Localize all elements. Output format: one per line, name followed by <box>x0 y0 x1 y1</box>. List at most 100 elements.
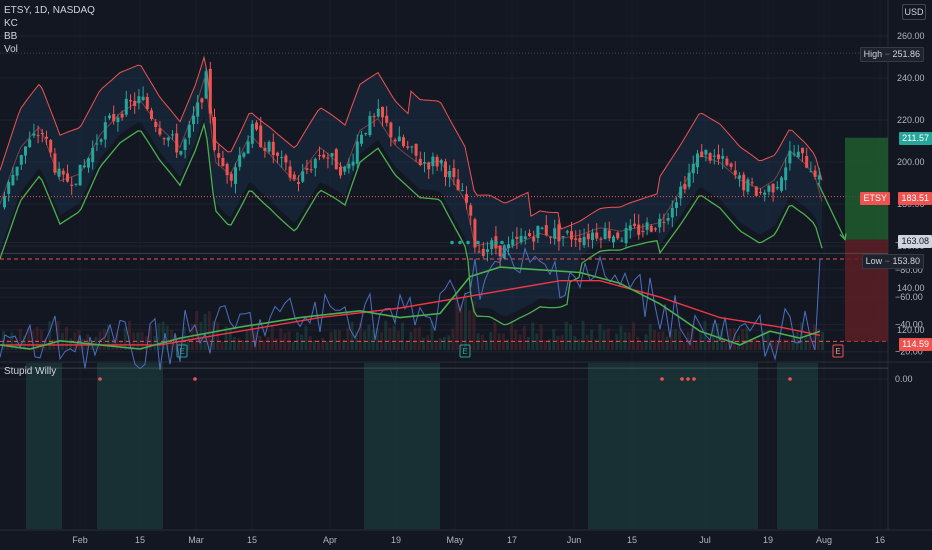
candle-body <box>11 174 15 186</box>
earnings-marker-box <box>176 344 188 358</box>
volume-bar <box>447 335 451 350</box>
candle-body <box>599 238 603 240</box>
symbol-title[interactable]: ETSY, 1D, NASDAQ <box>4 5 95 16</box>
candle-body <box>477 251 481 253</box>
candle-body <box>696 153 699 168</box>
volume-bar <box>795 331 799 350</box>
candle-body <box>246 141 250 154</box>
volume-bar <box>182 326 186 350</box>
candle-body <box>439 160 443 164</box>
candle-body <box>528 233 531 237</box>
volume-bar <box>308 336 312 350</box>
candle-body <box>372 116 376 118</box>
volume-bar <box>455 293 459 350</box>
oversold-dot <box>466 240 470 245</box>
candle-body <box>704 149 708 155</box>
candle-body <box>691 163 695 174</box>
volume-bar <box>606 328 610 350</box>
candle-body <box>645 222 649 230</box>
volume-bar <box>333 330 337 350</box>
oscillator-title[interactable]: Stupid Willy <box>4 366 57 377</box>
volume-bar <box>69 338 73 350</box>
candle-body <box>347 163 351 169</box>
candle-body <box>603 228 607 239</box>
volume-bar <box>682 341 686 350</box>
legend-kc[interactable]: KC <box>4 18 18 29</box>
oversold-dot <box>458 240 462 245</box>
volume-bar <box>224 326 228 350</box>
shaded-zone <box>777 363 818 529</box>
volume-bar <box>468 310 472 350</box>
high-label: High − 251.86 <box>859 47 924 62</box>
candle-body <box>309 169 313 171</box>
candle-body <box>171 134 174 136</box>
candle-body <box>397 136 401 142</box>
oscillator-signal-line <box>0 280 821 346</box>
candle-body <box>103 122 107 140</box>
high-label-value: 251.86 <box>892 49 920 59</box>
candle-body <box>229 173 233 181</box>
volume-bar <box>577 339 581 350</box>
legend-bb[interactable]: BB <box>4 31 18 42</box>
volume-bar <box>245 330 249 350</box>
candle-body <box>641 230 645 232</box>
candle-body <box>70 184 74 186</box>
candle-body <box>687 172 691 187</box>
candle-body <box>679 186 683 199</box>
projection-arrow <box>817 182 846 240</box>
volume-bar <box>115 332 119 350</box>
volume-bar <box>724 341 728 350</box>
volume-bar <box>102 328 106 350</box>
candle-body <box>809 171 813 173</box>
candle-body <box>19 155 23 165</box>
volume-bar <box>417 327 421 350</box>
candle-body <box>154 121 158 127</box>
volume-bar <box>732 328 736 350</box>
volume-bar <box>396 330 400 350</box>
volume-bar <box>690 328 694 350</box>
volume-bar <box>10 332 14 350</box>
candle-body <box>536 226 540 239</box>
volume-bar <box>94 336 98 350</box>
candle-body <box>788 150 792 164</box>
legend-vol[interactable]: Vol <box>4 44 18 55</box>
volume-bar <box>350 322 354 350</box>
volume-bar <box>165 325 169 350</box>
candle-body <box>108 115 111 119</box>
volume-bar <box>338 330 341 350</box>
volume-bar <box>779 338 782 350</box>
time-tick-label: 15 <box>627 535 637 545</box>
volume-bar <box>812 324 816 350</box>
volume-bar <box>199 322 203 350</box>
candle-body <box>221 157 225 166</box>
volume-bar <box>514 330 518 350</box>
candle-body <box>129 100 132 102</box>
currency-button[interactable]: USD <box>902 4 926 20</box>
candle-body <box>15 166 19 176</box>
volume-bar <box>669 329 673 350</box>
candle-body <box>662 221 666 223</box>
volume-bar <box>627 332 631 350</box>
candle-body <box>255 122 258 130</box>
volume-bar <box>816 328 820 350</box>
candle-body <box>796 151 800 158</box>
volume-bar <box>552 329 556 350</box>
volume-bar <box>23 335 26 350</box>
candle-body <box>578 237 582 243</box>
projection-price-label: 163.08 <box>898 235 932 248</box>
candle-body <box>313 158 317 169</box>
candle-body <box>502 245 506 259</box>
bb-lower-line <box>0 122 823 326</box>
osc-tick-label: 0.00 <box>895 374 913 384</box>
candle-body <box>628 225 632 231</box>
candle-body <box>633 223 636 226</box>
candle-body <box>700 151 704 158</box>
candle-body <box>435 156 439 167</box>
overbought-dot <box>98 377 102 381</box>
candle-body <box>24 146 27 156</box>
candle-body <box>549 236 552 238</box>
chart-legend: ETSY, 1D, NASDAQ KC BB Vol <box>4 4 95 56</box>
volume-bar <box>325 341 329 350</box>
candle-body <box>759 191 762 193</box>
